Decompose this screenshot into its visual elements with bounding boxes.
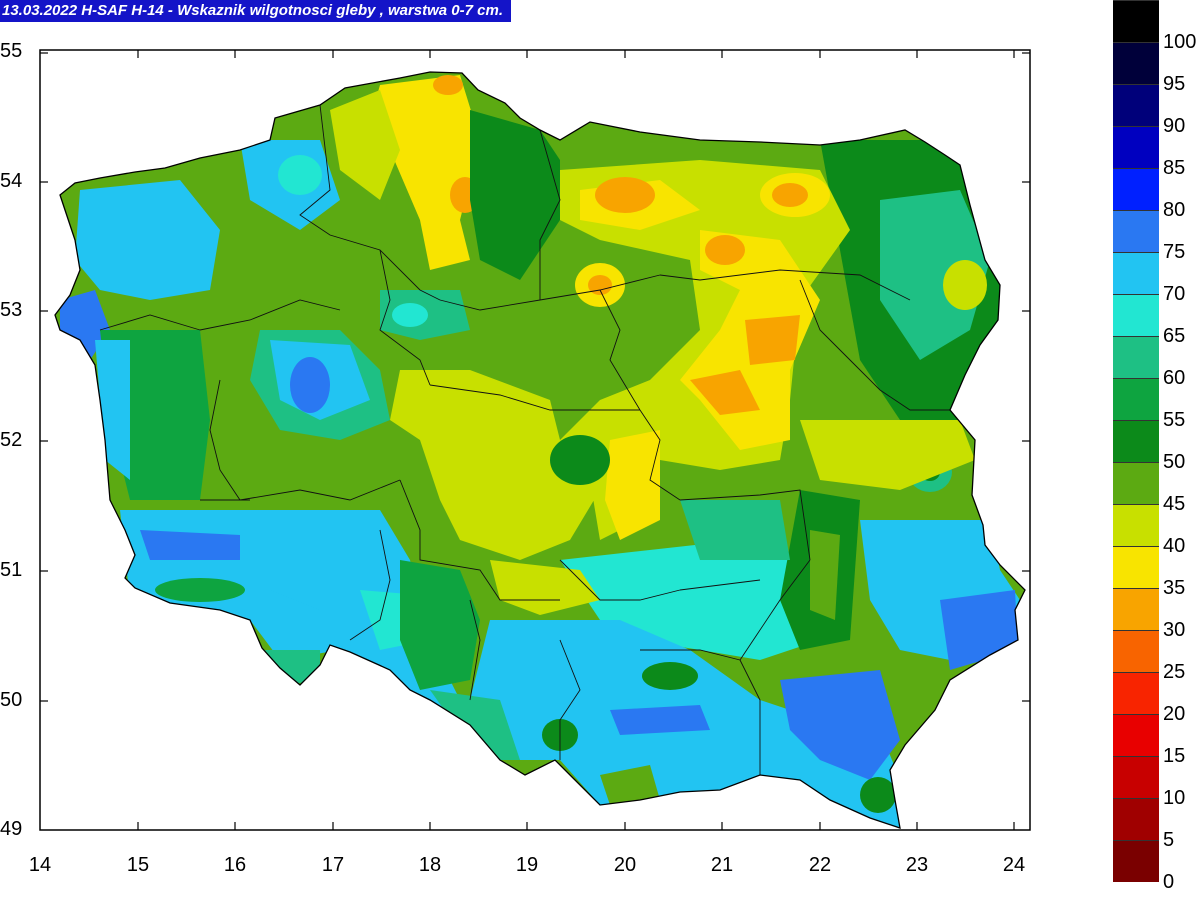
legend-swatch — [1113, 714, 1159, 756]
legend-swatch — [1113, 42, 1159, 84]
legend-swatch — [1113, 0, 1159, 42]
axis-ticks — [40, 50, 1030, 830]
lat-tick-label: 55 — [0, 40, 23, 62]
legend-label: 65 — [1163, 325, 1186, 347]
lat-tick-label: 49 — [0, 818, 23, 840]
legend-swatch — [1113, 126, 1159, 168]
legend-swatch — [1113, 378, 1159, 420]
lon-tick-label: 21 — [710, 854, 734, 876]
legend-swatch — [1113, 798, 1159, 840]
legend-swatch — [1113, 672, 1159, 714]
legend-swatch — [1113, 546, 1159, 588]
legend-label: 35 — [1163, 577, 1186, 599]
legend-swatch — [1113, 210, 1159, 252]
legend-label: 80 — [1163, 199, 1186, 221]
map-frame — [39, 49, 1031, 831]
legend-label: 95 — [1163, 73, 1186, 95]
legend-swatch — [1113, 294, 1159, 336]
legend-label: 20 — [1163, 703, 1186, 725]
legend-label: 55 — [1163, 409, 1186, 431]
legend-swatch — [1113, 756, 1159, 798]
legend-label: 5 — [1163, 829, 1175, 851]
lon-tick-label: 16 — [223, 854, 247, 876]
moisture-field — [55, 72, 1025, 828]
legend-label: 30 — [1163, 619, 1186, 641]
legend-label: 50 — [1163, 451, 1186, 473]
legend-label: 45 — [1163, 493, 1186, 515]
lon-tick-label: 14 — [28, 854, 52, 876]
legend-swatch — [1113, 336, 1159, 378]
lat-tick-label: 50 — [0, 689, 23, 711]
legend-swatch — [1113, 588, 1159, 630]
legend-label: 25 — [1163, 661, 1186, 683]
legend-label: 100 — [1163, 31, 1197, 53]
lon-tick-label: 24 — [1002, 854, 1026, 876]
legend-swatch — [1113, 840, 1159, 882]
legend-swatch — [1113, 504, 1159, 546]
color-legend: 100 95 90 85 80 75 70 65 60 55 50 45 40 35 30 25 20 15 10 5… — [1113, 0, 1200, 900]
map-title: 13.03.2022 H-SAF H-14 - Wskaznik wilgotn… — [0, 0, 512, 22]
lon-tick-label: 23 — [905, 854, 929, 876]
soil-moisture-map — [39, 49, 1031, 831]
lon-tick-label: 17 — [321, 854, 345, 876]
legend-label: 75 — [1163, 241, 1186, 263]
legend-label: 85 — [1163, 157, 1186, 179]
legend-label: 0 — [1163, 871, 1175, 893]
lat-tick-label: 51 — [0, 559, 23, 581]
lon-tick-label: 22 — [808, 854, 832, 876]
legend-label: 70 — [1163, 283, 1186, 305]
legend-swatch — [1113, 84, 1159, 126]
lon-tick-label: 20 — [613, 854, 637, 876]
legend-label: 40 — [1163, 535, 1186, 557]
voivodeship-borders — [99, 104, 950, 775]
legend-swatch — [1113, 252, 1159, 294]
lat-tick-label: 52 — [0, 429, 23, 451]
legend-swatch — [1113, 168, 1159, 210]
legend-swatch — [1113, 420, 1159, 462]
lon-tick-label: 15 — [126, 854, 150, 876]
legend-label: 90 — [1163, 115, 1186, 137]
lat-tick-label: 54 — [0, 170, 23, 192]
legend-swatch — [1113, 630, 1159, 672]
legend-label: 10 — [1163, 787, 1186, 809]
lon-tick-label: 19 — [515, 854, 539, 876]
legend-label: 60 — [1163, 367, 1186, 389]
lon-tick-label: 18 — [418, 854, 442, 876]
legend-swatch — [1113, 462, 1159, 504]
lat-tick-label: 53 — [0, 299, 23, 321]
legend-label: 15 — [1163, 745, 1186, 767]
